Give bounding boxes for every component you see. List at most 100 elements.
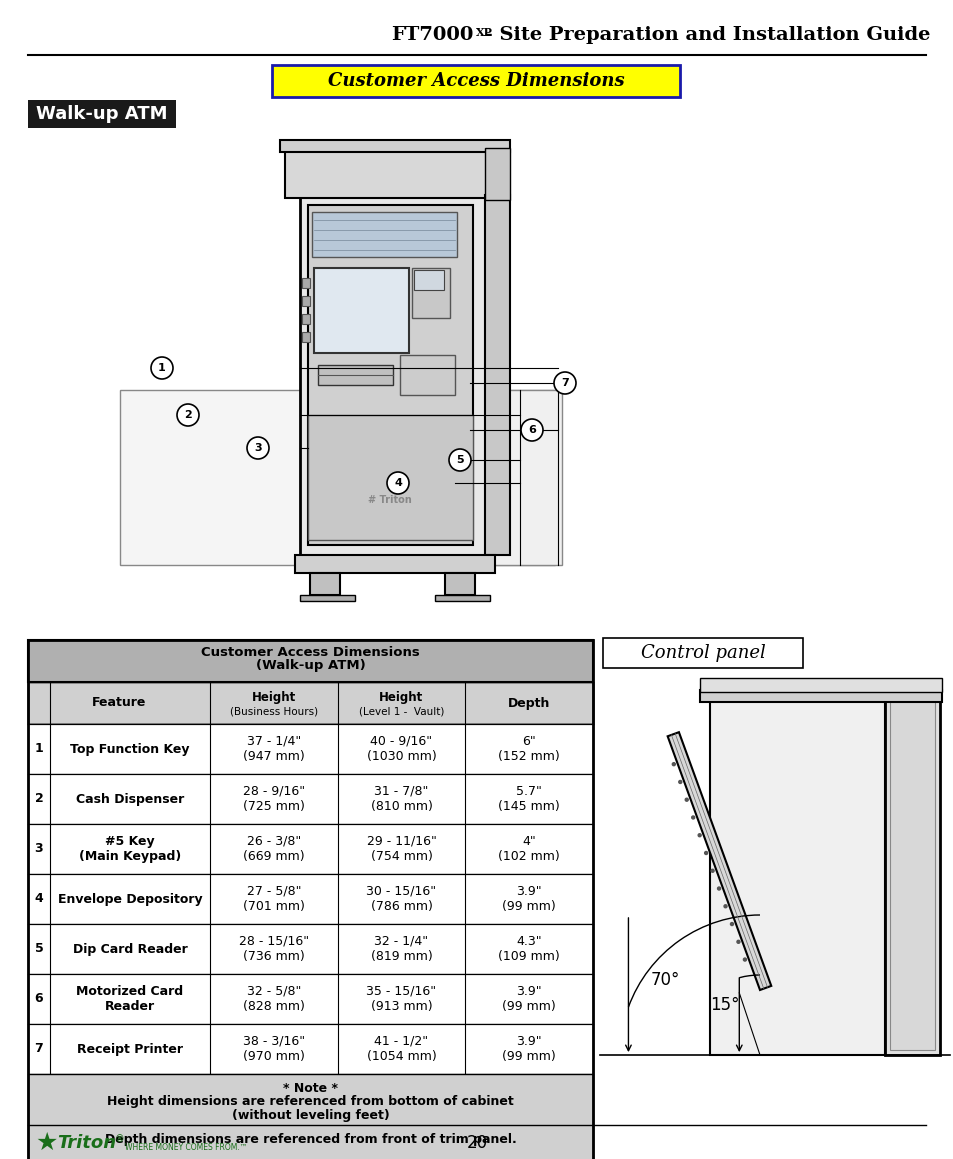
Text: 28 - 15/16"
(736 mm): 28 - 15/16" (736 mm) xyxy=(238,935,309,963)
Text: 2: 2 xyxy=(184,410,192,420)
Text: 3.9"
(99 mm): 3.9" (99 mm) xyxy=(502,985,556,1013)
Bar xyxy=(28,1025,593,1074)
Text: 38 - 3/16"
(970 mm): 38 - 3/16" (970 mm) xyxy=(242,1035,305,1063)
Bar xyxy=(299,195,484,555)
Bar xyxy=(700,678,941,692)
Bar xyxy=(412,268,450,318)
Circle shape xyxy=(387,472,409,494)
Text: 35 - 15/16"
(913 mm): 35 - 15/16" (913 mm) xyxy=(366,985,436,1013)
Text: 28 - 9/16"
(725 mm): 28 - 9/16" (725 mm) xyxy=(242,785,305,812)
Bar xyxy=(302,278,310,287)
Bar xyxy=(28,774,593,824)
Bar xyxy=(310,573,339,595)
Bar xyxy=(435,595,490,602)
Circle shape xyxy=(730,923,733,926)
Text: 3.9"
(99 mm): 3.9" (99 mm) xyxy=(502,1035,556,1063)
Text: 3: 3 xyxy=(253,443,261,453)
Text: - Site Preparation and Installation Guide: - Site Preparation and Installation Guid… xyxy=(477,25,929,44)
Text: Cash Dispenser: Cash Dispenser xyxy=(76,793,184,806)
Text: Height: Height xyxy=(379,691,423,704)
Bar xyxy=(302,314,310,325)
Text: 31 - 7/8"
(810 mm): 31 - 7/8" (810 mm) xyxy=(370,785,432,812)
Text: Triton: Triton xyxy=(57,1134,116,1152)
Bar xyxy=(312,212,456,257)
Bar xyxy=(28,640,593,681)
Bar xyxy=(317,365,393,385)
Bar xyxy=(280,140,510,152)
Circle shape xyxy=(672,763,675,766)
Text: Height dimensions are referenced from bottom of cabinet: Height dimensions are referenced from bo… xyxy=(107,1095,514,1108)
Bar xyxy=(602,637,802,668)
Circle shape xyxy=(177,404,199,427)
Bar xyxy=(28,924,593,974)
Bar xyxy=(302,296,310,306)
Circle shape xyxy=(151,357,172,379)
Text: Customer Access Dimensions: Customer Access Dimensions xyxy=(327,72,623,90)
Text: Control panel: Control panel xyxy=(640,644,764,662)
Circle shape xyxy=(704,852,707,854)
Bar xyxy=(28,640,593,1159)
Bar xyxy=(484,148,510,201)
Text: 5.7"
(145 mm): 5.7" (145 mm) xyxy=(497,785,559,812)
Bar xyxy=(700,690,941,702)
Text: 15°: 15° xyxy=(709,996,739,1014)
Bar xyxy=(28,681,593,724)
Bar xyxy=(28,974,593,1025)
Circle shape xyxy=(554,372,576,394)
Text: # Triton: # Triton xyxy=(368,495,412,505)
Bar xyxy=(28,1074,593,1159)
Text: 20: 20 xyxy=(466,1134,487,1152)
Bar xyxy=(120,389,555,564)
Bar xyxy=(28,724,593,774)
Text: 6: 6 xyxy=(34,992,43,1006)
Text: 2: 2 xyxy=(34,793,43,806)
Text: 4.3"
(109 mm): 4.3" (109 mm) xyxy=(497,935,559,963)
Bar xyxy=(28,874,593,924)
Text: 37 - 1/4"
(947 mm): 37 - 1/4" (947 mm) xyxy=(243,735,304,763)
Text: 26 - 3/8"
(669 mm): 26 - 3/8" (669 mm) xyxy=(243,834,304,863)
Polygon shape xyxy=(667,732,770,990)
Bar xyxy=(314,268,409,353)
Text: * Note *: * Note * xyxy=(283,1081,337,1094)
Text: ®: ® xyxy=(115,1134,125,1144)
Text: (Level 1 -  Vault): (Level 1 - Vault) xyxy=(358,706,444,716)
Bar xyxy=(889,700,934,1050)
Text: 3: 3 xyxy=(34,843,43,855)
Text: Top Function Key: Top Function Key xyxy=(71,743,190,756)
Text: 6"
(152 mm): 6" (152 mm) xyxy=(497,735,559,763)
Bar xyxy=(285,148,504,198)
Bar xyxy=(299,595,355,602)
Text: Feature: Feature xyxy=(91,697,146,709)
Text: Walk-up ATM: Walk-up ATM xyxy=(36,105,168,123)
Bar xyxy=(444,573,475,595)
Circle shape xyxy=(698,833,700,837)
Text: 4: 4 xyxy=(394,478,401,488)
Text: 6: 6 xyxy=(528,425,536,435)
Text: 7: 7 xyxy=(560,378,568,388)
Text: ★: ★ xyxy=(35,1131,57,1156)
Text: 32 - 1/4"
(819 mm): 32 - 1/4" (819 mm) xyxy=(370,935,432,963)
Text: Dip Card Reader: Dip Card Reader xyxy=(72,942,187,955)
Bar xyxy=(399,355,455,395)
Text: 41 - 1/2"
(1054 mm): 41 - 1/2" (1054 mm) xyxy=(366,1035,436,1063)
Text: (Walk-up ATM): (Walk-up ATM) xyxy=(255,659,365,672)
Bar xyxy=(302,331,310,342)
Text: Envelope Depository: Envelope Depository xyxy=(57,892,202,905)
Text: 5: 5 xyxy=(34,942,43,955)
Text: Customer Access Dimensions: Customer Access Dimensions xyxy=(201,646,419,658)
Circle shape xyxy=(520,420,542,442)
Text: 3.9"
(99 mm): 3.9" (99 mm) xyxy=(502,885,556,913)
Text: XP: XP xyxy=(476,27,493,38)
Text: (Business Hours): (Business Hours) xyxy=(230,706,317,716)
Text: Depth: Depth xyxy=(507,697,550,709)
Text: (without leveling feet): (without leveling feet) xyxy=(232,1109,389,1123)
Text: 4: 4 xyxy=(34,892,43,905)
Circle shape xyxy=(247,437,269,459)
Bar xyxy=(884,695,939,1055)
Circle shape xyxy=(691,816,694,819)
Bar xyxy=(28,824,593,874)
Bar xyxy=(308,415,473,540)
Bar xyxy=(272,65,679,97)
Bar xyxy=(294,555,495,573)
Text: WHERE MONEY COMES FROM.™: WHERE MONEY COMES FROM.™ xyxy=(125,1144,247,1152)
